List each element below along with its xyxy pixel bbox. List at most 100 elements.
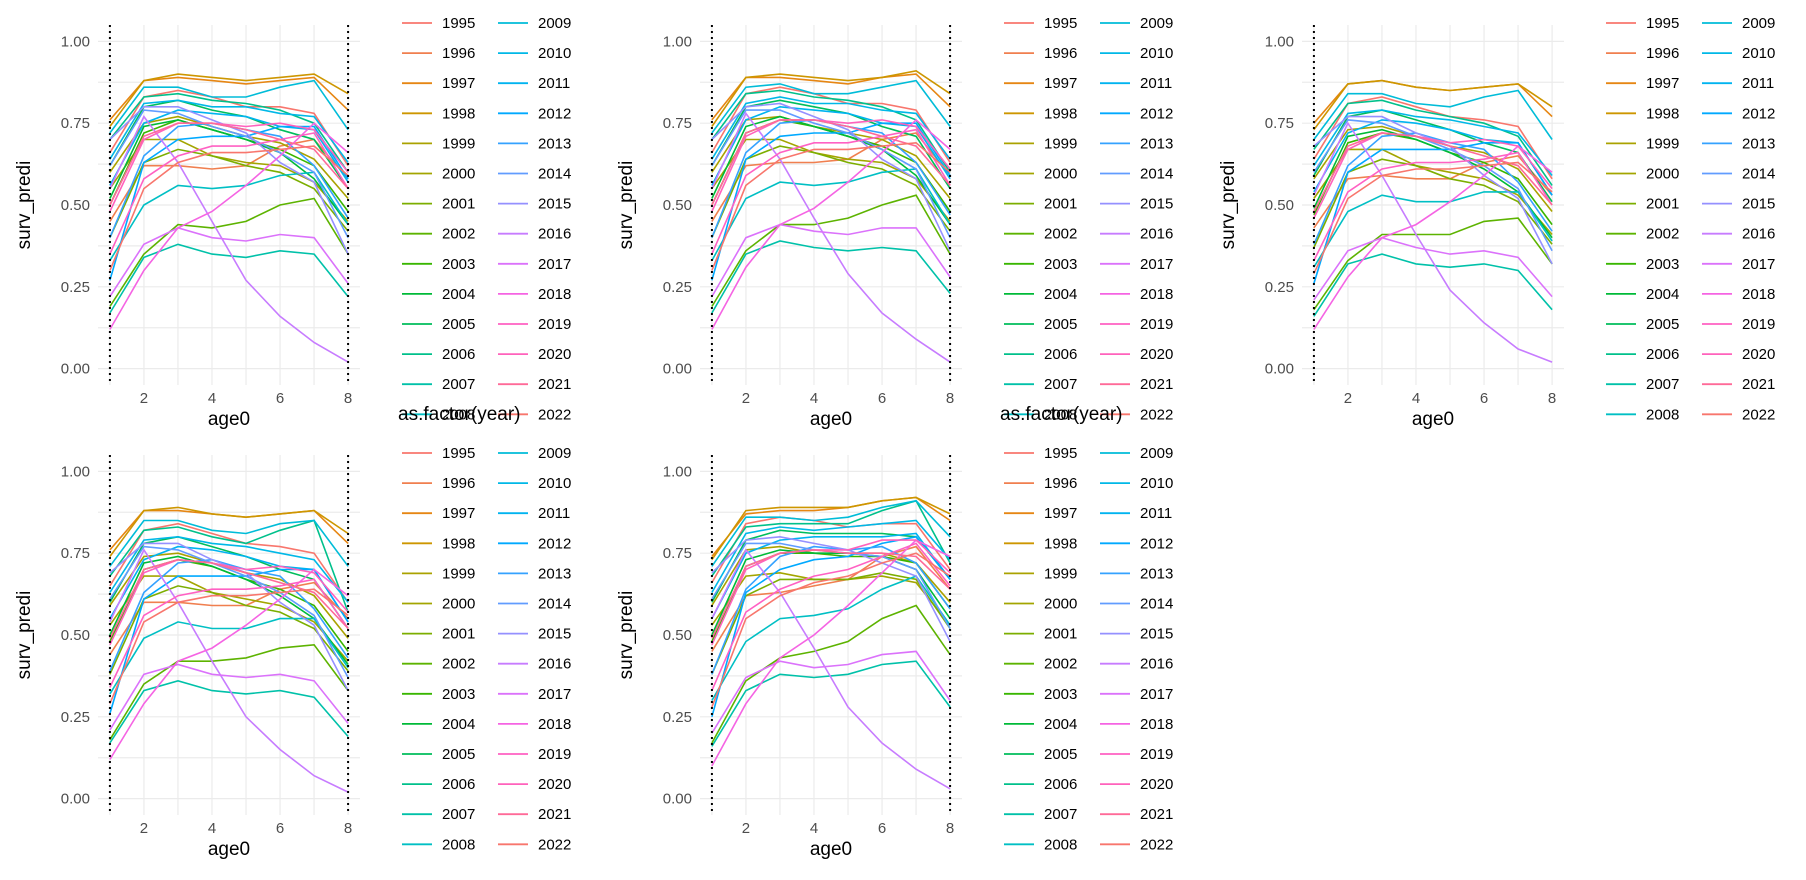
series-line-1998 [1313, 79, 1553, 131]
legend-label-2014: 2014 [1742, 166, 1775, 183]
legend-label-1997: 1997 [442, 505, 475, 522]
y-axis-title: surv_predi [616, 591, 637, 680]
legend-label-2020: 2020 [1140, 776, 1173, 793]
y-tick-label: 0.00 [61, 791, 90, 808]
series-line-2007 [711, 660, 951, 747]
legend-label-2021: 2021 [1140, 806, 1173, 823]
series-line-2010 [109, 535, 349, 603]
legend-label-2000: 2000 [442, 166, 475, 183]
legend-label-2018: 2018 [1140, 716, 1173, 733]
legend-label-1999: 1999 [1044, 135, 1077, 152]
legend-label-2003: 2003 [442, 256, 475, 273]
series-line-2001 [711, 145, 951, 239]
series-line-2007 [1313, 253, 1553, 317]
legend-label-2019: 2019 [1742, 316, 1775, 333]
series-line-2011 [711, 532, 951, 619]
legend-label-2003: 2003 [1044, 256, 1077, 273]
series-line-2014 [109, 545, 349, 678]
legend-label-2022: 2022 [538, 406, 571, 423]
legend-label-2018: 2018 [538, 716, 571, 733]
x-tick-label: 2 [742, 390, 750, 407]
legend-label-2020: 2020 [538, 776, 571, 793]
y-tick-label: 0.75 [61, 115, 90, 132]
y-tick-label: 0.00 [663, 791, 692, 808]
legend-label-2012: 2012 [538, 535, 571, 552]
series-line-2016 [109, 115, 349, 363]
series-line-2008 [711, 168, 951, 261]
x-tick-label: 2 [1344, 390, 1352, 407]
series-line-2012 [711, 122, 951, 281]
y-axis-title: surv_predi [14, 591, 35, 680]
series-line-2021 [1313, 132, 1553, 212]
legend-label-1997: 1997 [1044, 505, 1077, 522]
x-tick-label: 6 [276, 390, 284, 407]
legend-label-1998: 1998 [1646, 105, 1679, 122]
legend-label-2004: 2004 [442, 716, 475, 733]
series-line-2008 [1313, 191, 1553, 268]
series-line-2019 [109, 132, 349, 255]
y-tick-label: 0.25 [61, 709, 90, 726]
legend-label-2017: 2017 [538, 256, 571, 273]
series-line-2017 [1313, 236, 1553, 301]
legend-label-2008: 2008 [1044, 406, 1077, 423]
legend-label-2006: 2006 [1044, 776, 1077, 793]
legend-label-1999: 1999 [442, 565, 475, 582]
legend-label-2005: 2005 [442, 746, 475, 763]
legend-label-2008: 2008 [1044, 836, 1077, 853]
legend-label-2000: 2000 [1044, 166, 1077, 183]
y-axis-title: surv_predi [1218, 161, 1239, 250]
legend-label-2001: 2001 [442, 196, 475, 213]
x-tick-label: 6 [1480, 390, 1488, 407]
series-line-2020 [109, 558, 349, 646]
panel-1: 0.00 0.25 0.50 0.75 1.00 2 4 6 8 age0 surv_predi [14, 25, 360, 430]
legend-label-1995: 1995 [1646, 15, 1679, 32]
legend-label-2009: 2009 [1140, 15, 1173, 32]
y-tick-label: 0.50 [663, 627, 692, 644]
legend-label-2014: 2014 [538, 596, 571, 613]
series-line-2019 [711, 542, 951, 691]
legend-label-1996: 1996 [1044, 45, 1077, 62]
legend-label-2009: 2009 [1742, 15, 1775, 32]
series-line-2022 [1313, 161, 1553, 275]
legend: 1995 1996 1997 1998 1999 2000 2001 2002 2003 2004… [402, 15, 571, 423]
legend: 1995 1996 1997 1998 1999 2000 2001 2002 2003 2004… [1004, 445, 1173, 853]
legend-label-2010: 2010 [538, 45, 571, 62]
legend-label-2001: 2001 [442, 626, 475, 643]
series-line-2001 [1313, 158, 1553, 248]
x-tick-label: 8 [344, 820, 352, 837]
legend-label-2017: 2017 [1140, 686, 1173, 703]
legend-label-2015: 2015 [538, 626, 571, 643]
series-line-2014 [1313, 119, 1553, 252]
series-line-2006 [711, 89, 951, 173]
legend-label-2003: 2003 [442, 686, 475, 703]
legend-label-2020: 2020 [538, 346, 571, 363]
legend: 1995 1996 1997 1998 1999 2000 2001 2002 2003 2004… [402, 445, 571, 853]
series-line-2022 [711, 552, 951, 708]
legend-label-2016: 2016 [538, 226, 571, 243]
legend-label-2012: 2012 [1140, 105, 1173, 122]
x-tick-label: 6 [878, 390, 886, 407]
series-line-2008 [711, 575, 951, 701]
y-tick-label: 0.75 [61, 545, 90, 562]
legend-label-1995: 1995 [442, 445, 475, 462]
series-line-2018 [109, 568, 349, 760]
series-line-2016 [711, 548, 951, 790]
legend-label-2010: 2010 [1140, 475, 1173, 492]
series-line-2011 [1313, 119, 1553, 196]
legend-label-2017: 2017 [538, 686, 571, 703]
y-axis-title: surv_predi [616, 161, 637, 250]
legend-label-2007: 2007 [442, 376, 475, 393]
legend: 1995 1996 1997 1998 1999 2000 2001 2002 2003 2004… [1004, 15, 1173, 423]
series-line-2022 [711, 141, 951, 271]
legend-label-2006: 2006 [1044, 346, 1077, 363]
legend-label-2016: 2016 [1742, 226, 1775, 243]
series-line-2017 [109, 663, 349, 731]
legend-label-2002: 2002 [442, 656, 475, 673]
series-line-2006 [109, 519, 349, 613]
legend-label-1996: 1996 [1646, 45, 1679, 62]
series-line-1998 [711, 69, 951, 127]
x-tick-label: 8 [1548, 390, 1556, 407]
legend-label-2019: 2019 [1140, 746, 1173, 763]
series-line-2013 [109, 558, 349, 672]
legend-label-2015: 2015 [1140, 626, 1173, 643]
